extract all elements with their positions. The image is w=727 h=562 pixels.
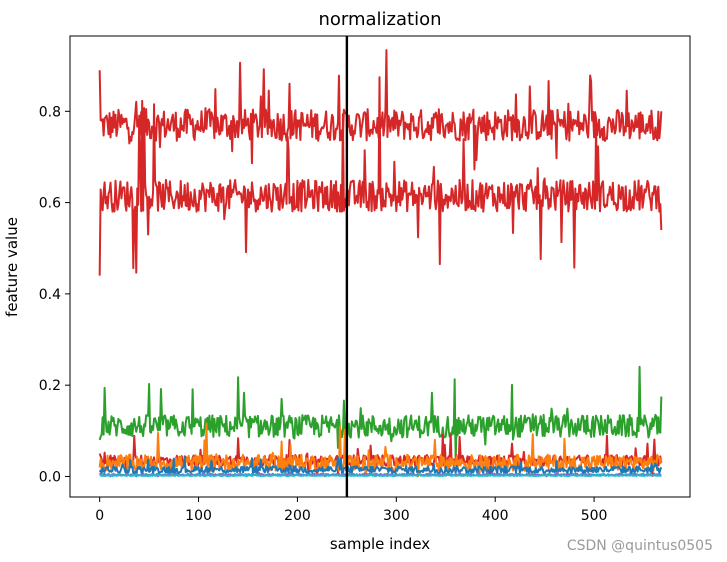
x-tick-label: 200 bbox=[284, 508, 311, 524]
y-tick-label: 0.0 bbox=[39, 469, 61, 485]
x-axis: 0 100 200 300 400 500 bbox=[95, 497, 607, 524]
series-line-1 bbox=[98, 76, 663, 276]
y-axis: 0.0 0.2 0.4 0.6 0.8 bbox=[39, 104, 70, 485]
y-axis-label: feature value bbox=[3, 217, 21, 317]
x-tick-label: 0 bbox=[95, 508, 104, 524]
x-tick-label: 100 bbox=[185, 508, 212, 524]
plot-frame bbox=[69, 35, 691, 498]
series-line-4 bbox=[98, 422, 663, 478]
series-layer bbox=[98, 49, 663, 478]
y-tick-label: 0.2 bbox=[39, 378, 61, 394]
y-tick-label: 0.8 bbox=[39, 104, 61, 120]
x-tick-label: 400 bbox=[482, 508, 509, 524]
y-tick-label: 0.4 bbox=[39, 287, 61, 303]
chart-title: normalization bbox=[318, 9, 441, 30]
series-line-2 bbox=[98, 365, 663, 463]
y-tick-label: 0.6 bbox=[39, 196, 61, 212]
series-line-7 bbox=[99, 473, 662, 478]
x-tick-label: 300 bbox=[383, 508, 410, 524]
watermark: CSDN @quintus0505 bbox=[566, 538, 713, 554]
x-tick-label: 500 bbox=[581, 508, 608, 524]
series-line-5 bbox=[98, 455, 663, 478]
x-axis-label: sample index bbox=[330, 535, 430, 553]
